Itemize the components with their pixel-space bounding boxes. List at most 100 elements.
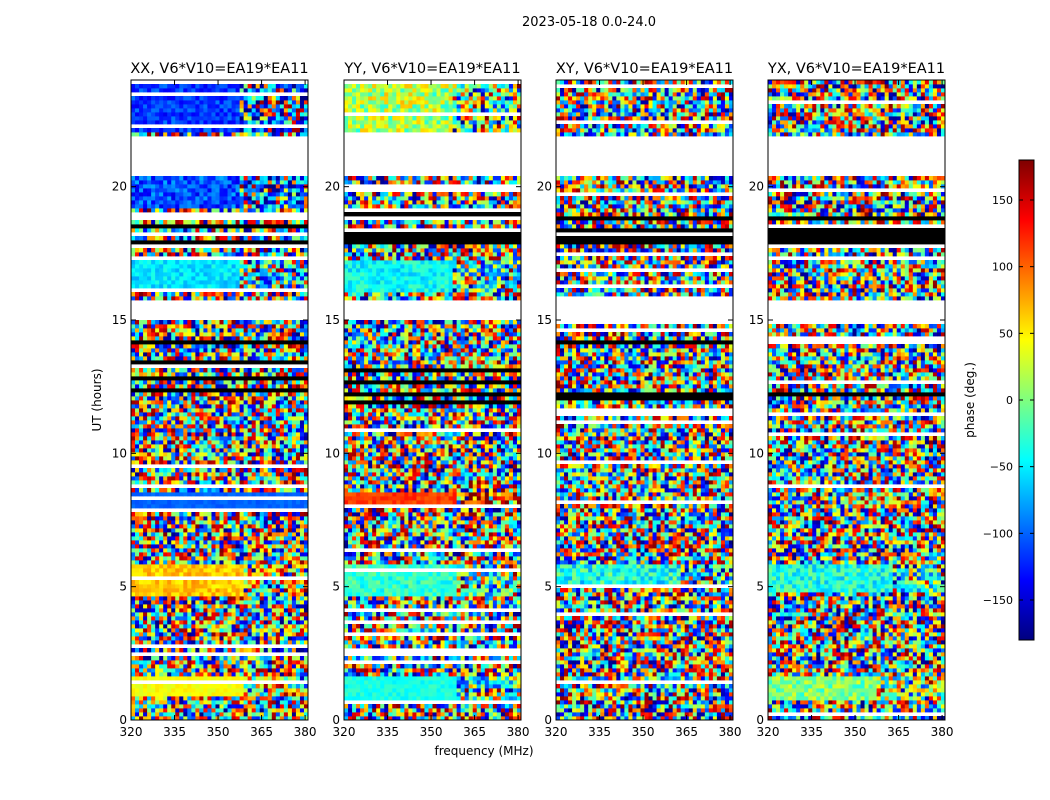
- phase-cell: [244, 492, 248, 496]
- phase-cell: [195, 416, 199, 420]
- phase-cell: [272, 488, 276, 492]
- phase-cell: [292, 348, 296, 352]
- phase-cell: [244, 208, 248, 212]
- phase-cell: [207, 184, 211, 188]
- phase-cell: [163, 580, 167, 584]
- phase-cell: [220, 628, 224, 632]
- phase-cell: [224, 384, 228, 388]
- phase-cell: [228, 380, 232, 384]
- phase-cell: [203, 672, 207, 676]
- phase-cell: [228, 132, 232, 136]
- phase-cell: [211, 348, 215, 352]
- phase-cell: [163, 500, 167, 504]
- phase-cell: [228, 296, 232, 300]
- phase-cell: [284, 664, 288, 668]
- phase-cell: [191, 708, 195, 712]
- phase-cell: [260, 536, 264, 540]
- phase-cell: [179, 448, 183, 452]
- phase-cell: [292, 344, 296, 348]
- phase-cell: [143, 336, 147, 340]
- phase-cell: [300, 632, 304, 636]
- phase-cell: [244, 640, 248, 644]
- phase-cell: [300, 512, 304, 516]
- phase-cell: [228, 260, 232, 264]
- phase-cell: [224, 120, 228, 124]
- phase-cell: [276, 380, 280, 384]
- phase-cell: [191, 332, 195, 336]
- phase-cell: [143, 700, 147, 704]
- phase-cell: [191, 632, 195, 636]
- phase-cell: [220, 368, 224, 372]
- phase-cell: [183, 636, 187, 640]
- phase-cell: [171, 456, 175, 460]
- phase-cell: [195, 488, 199, 492]
- phase-cell: [280, 500, 284, 504]
- phase-cell: [240, 704, 244, 708]
- phase-cell: [155, 416, 159, 420]
- phase-cell: [191, 180, 195, 184]
- phase-cell: [179, 252, 183, 256]
- phase-cell: [171, 176, 175, 180]
- phase-cell: [288, 228, 292, 232]
- phase-cell: [215, 180, 219, 184]
- phase-cell: [159, 592, 163, 596]
- phase-cell: [207, 372, 211, 376]
- phase-cell: [260, 200, 264, 204]
- phase-cell: [199, 628, 203, 632]
- phase-cell: [248, 524, 252, 528]
- phase-cell: [220, 272, 224, 276]
- phase-cell: [159, 604, 163, 608]
- phase-cell: [296, 128, 300, 132]
- phase-cell: [296, 548, 300, 552]
- phase-cell: [167, 344, 171, 348]
- phase-cell: [284, 672, 288, 676]
- phase-cell: [159, 668, 163, 672]
- phase-cell: [300, 660, 304, 664]
- phase-cell: [248, 448, 252, 452]
- phase-cell: [179, 116, 183, 120]
- phase-cell: [159, 624, 163, 628]
- phase-cell: [252, 520, 256, 524]
- phase-cell: [252, 472, 256, 476]
- phase-cell: [280, 512, 284, 516]
- phase-cell: [131, 408, 135, 412]
- phase-cell: [139, 396, 143, 400]
- phase-cell: [211, 552, 215, 556]
- phase-cell: [215, 428, 219, 432]
- phase-cell: [155, 544, 159, 548]
- phase-cell: [252, 612, 256, 616]
- phase-cell: [300, 608, 304, 612]
- phase-cell: [211, 296, 215, 300]
- phase-cell: [256, 492, 260, 496]
- phase-cell: [163, 552, 167, 556]
- phase-cell: [155, 408, 159, 412]
- phase-cell: [179, 344, 183, 348]
- phase-cell: [183, 296, 187, 300]
- phase-cell: [268, 196, 272, 200]
- phase-cell: [207, 404, 211, 408]
- phase-cell: [240, 540, 244, 544]
- phase-cell: [300, 120, 304, 124]
- phase-cell: [260, 560, 264, 564]
- phase-cell: [171, 708, 175, 712]
- phase-cell: [211, 436, 215, 440]
- phase-cell: [215, 532, 219, 536]
- phase-cell: [175, 356, 179, 360]
- phase-cell: [199, 608, 203, 612]
- phase-cell: [159, 276, 163, 280]
- phase-cell: [147, 568, 151, 572]
- phase-cell: [228, 432, 232, 436]
- phase-cell: [220, 476, 224, 480]
- phase-cell: [276, 120, 280, 124]
- phase-cell: [224, 276, 228, 280]
- phase-cell: [215, 452, 219, 456]
- phase-cell: [131, 664, 135, 668]
- phase-cell: [292, 548, 296, 552]
- phase-cell: [232, 200, 236, 204]
- phase-cell: [203, 480, 207, 484]
- phase-cell: [280, 700, 284, 704]
- phase-cell: [252, 268, 256, 272]
- phase-cell: [199, 348, 203, 352]
- phase-cell: [163, 120, 167, 124]
- phase-cell: [264, 424, 268, 428]
